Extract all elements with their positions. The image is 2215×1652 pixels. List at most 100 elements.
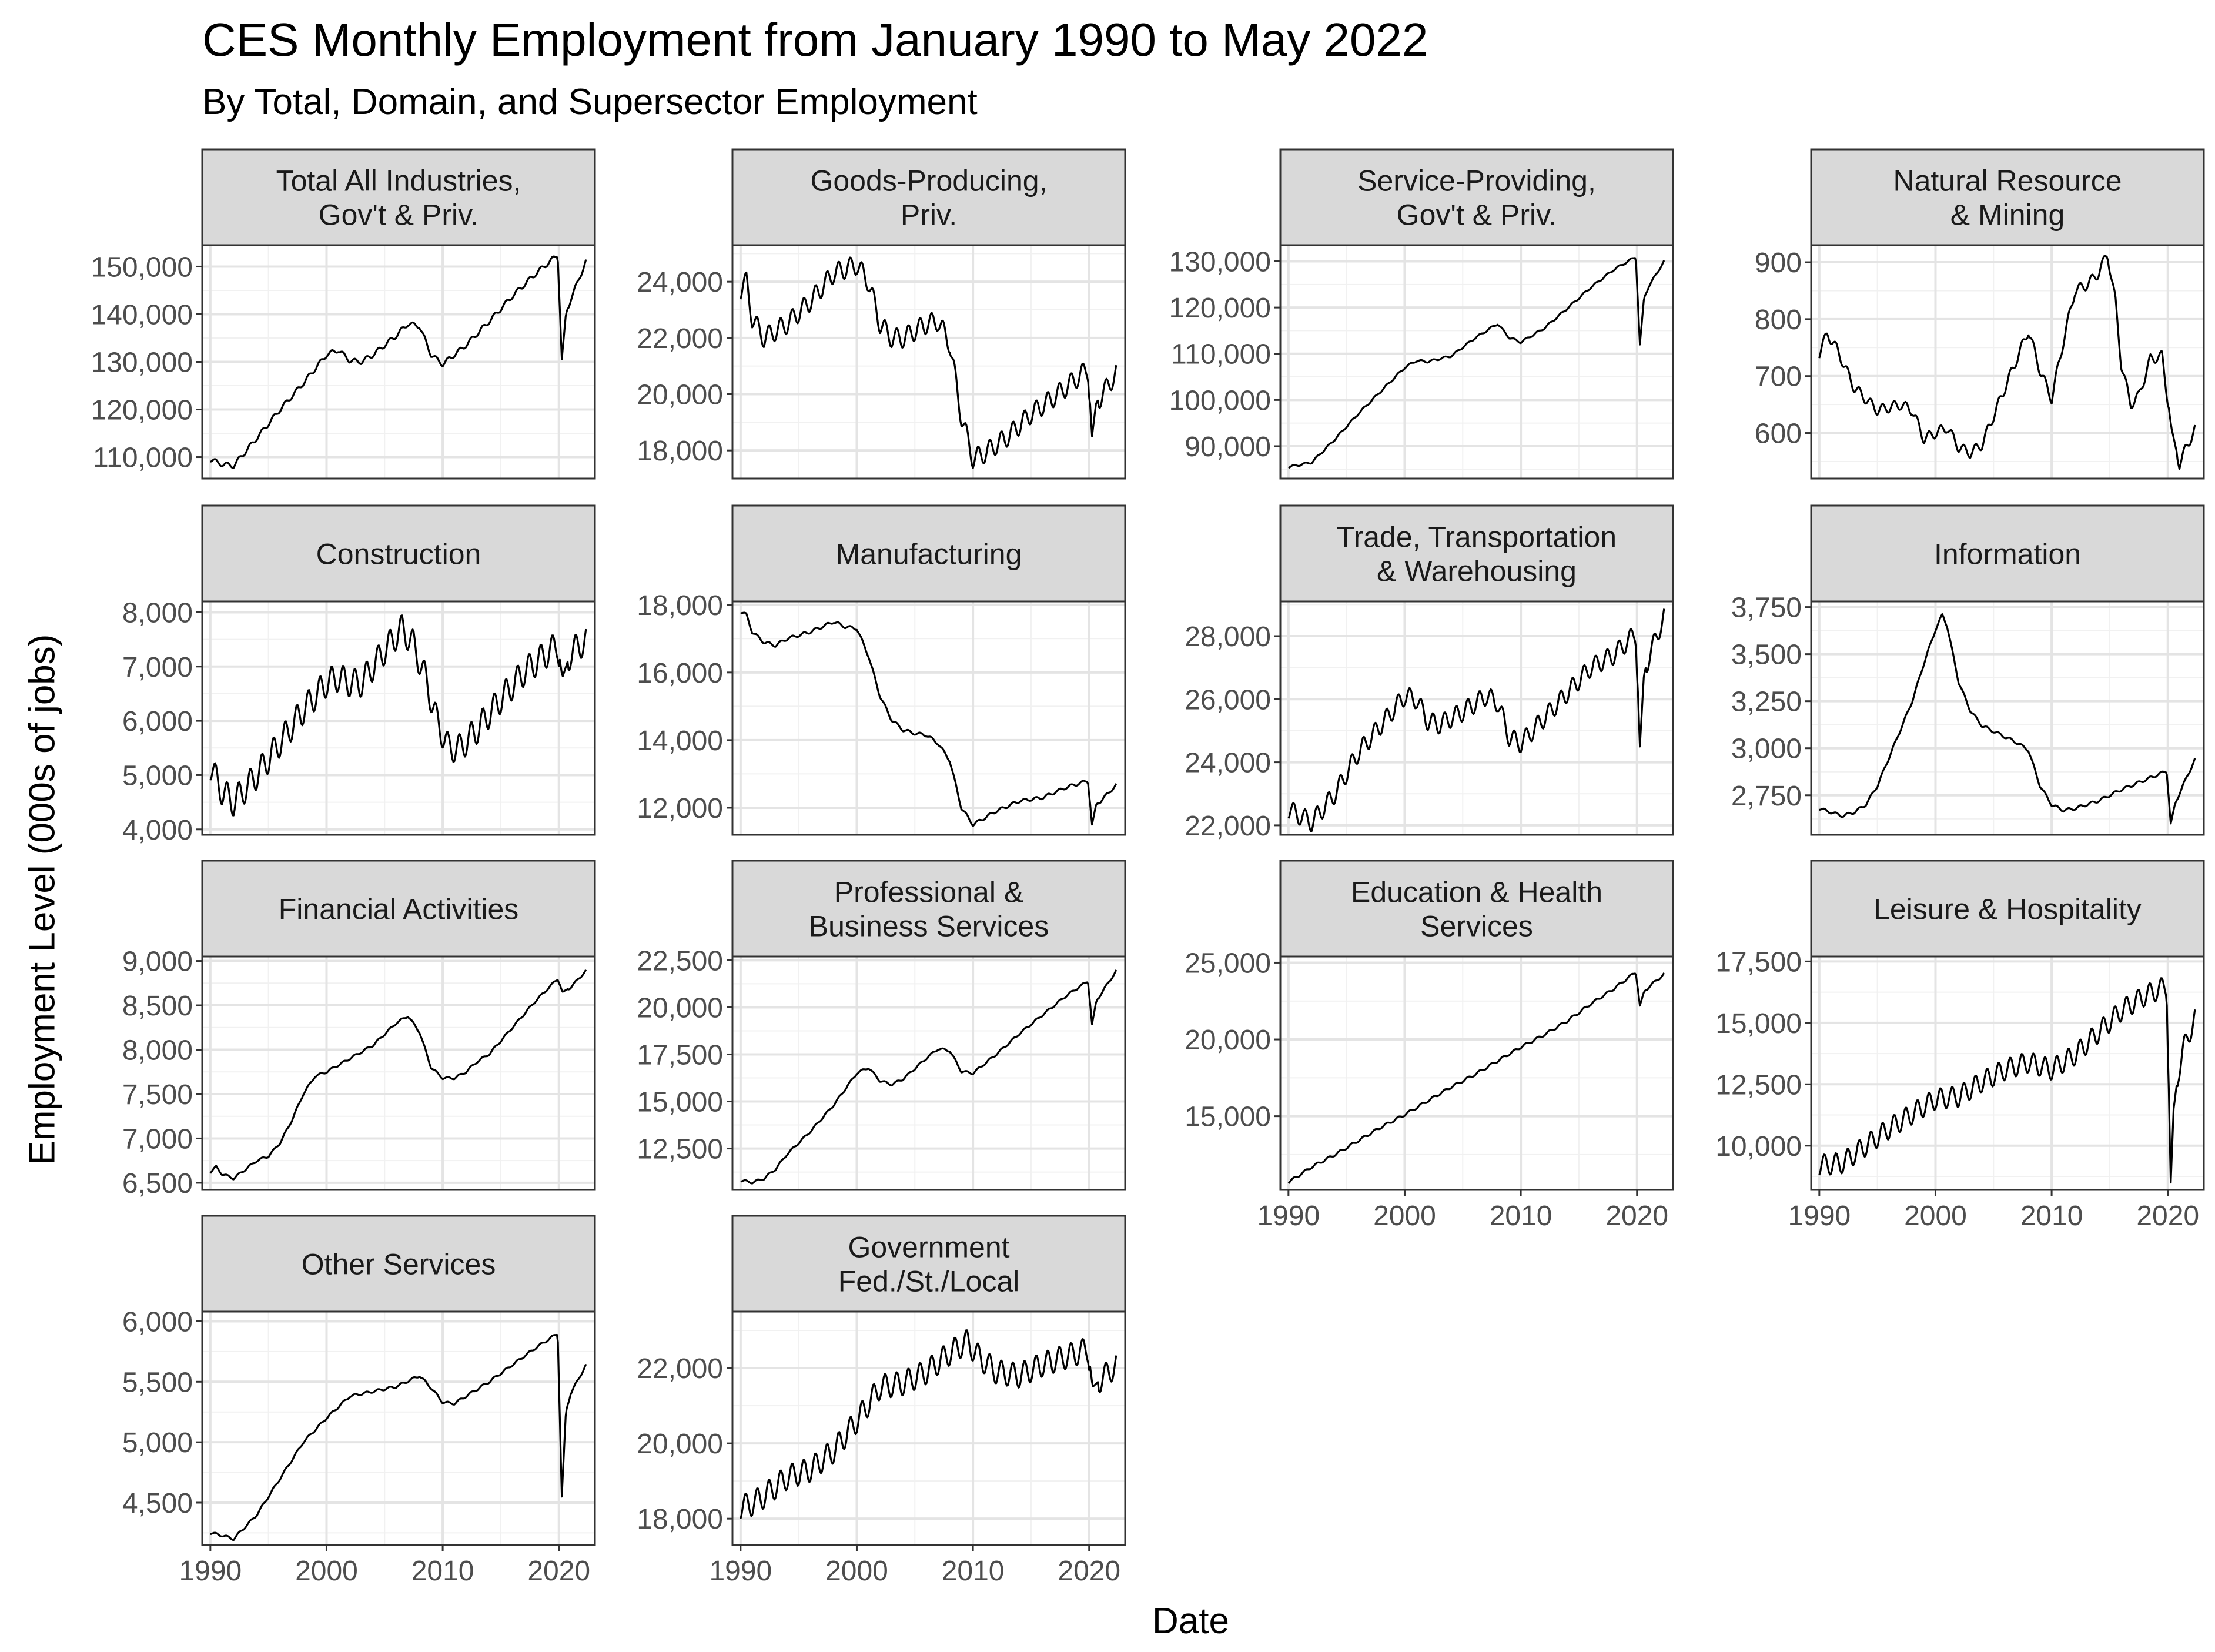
y-tick-label: 20,000 — [637, 380, 723, 411]
series-line — [210, 255, 587, 469]
series-line — [740, 611, 1117, 827]
x-tick-label: 2010 — [411, 1556, 474, 1587]
panel-border — [731, 244, 1126, 480]
y-tick-label: 5,500 — [122, 1367, 193, 1398]
y-tick-label: 18,000 — [637, 436, 723, 467]
x-tick-label: 2020 — [2136, 1200, 2199, 1232]
x-tick-label: 2020 — [527, 1556, 590, 1587]
panel-strip — [201, 1215, 596, 1313]
y-tick-label: 15,000 — [637, 1087, 723, 1118]
x-tick-label: 2000 — [825, 1556, 888, 1587]
panel-3: Service-Providing,Gov't & Priv. 90,000 100… — [1169, 148, 1674, 480]
x-tick-label: 1990 — [1788, 1200, 1851, 1232]
y-tick-label: 20,000 — [637, 1429, 723, 1460]
panel-strip — [1279, 860, 1674, 958]
series-line — [210, 1333, 587, 1541]
y-tick-label: 8,000 — [122, 597, 193, 628]
y-tick-label: 3,500 — [1731, 640, 1802, 671]
series-line — [1287, 608, 1665, 832]
y-tick-label: 20,000 — [637, 992, 723, 1024]
x-tick-label: 2000 — [1373, 1200, 1436, 1232]
y-tick-label: 22,000 — [1185, 811, 1271, 842]
y-tick-label: 28,000 — [1185, 621, 1271, 653]
y-tick-label: 25,000 — [1185, 948, 1271, 979]
series-line — [209, 614, 587, 817]
panel-strip-label: Goods-Producing, — [810, 165, 1047, 198]
panel-strip — [731, 148, 1126, 246]
y-tick-label: 18,000 — [637, 590, 723, 621]
panel-background — [1280, 601, 1673, 835]
panel-border — [1279, 955, 1674, 1191]
y-tick-label: 15,000 — [1185, 1102, 1271, 1133]
panel-background — [732, 601, 1125, 835]
y-tick-label: 150,000 — [91, 252, 193, 283]
panel-9: Financial Activities 6,500 7,000 7,500 8,000… — [122, 860, 596, 1199]
panel-strip-label: Natural Resource — [1893, 165, 2122, 198]
y-tick-label: 800 — [1755, 305, 1802, 336]
y-tick-label: 3,000 — [1731, 734, 1802, 765]
x-tick-label: 2010 — [1490, 1200, 1552, 1232]
series-line — [740, 1329, 1117, 1519]
series-line — [1819, 613, 2196, 825]
panel-strip-label: Financial Activities — [279, 893, 519, 926]
panel-background — [1811, 245, 2204, 479]
y-tick-label: 140,000 — [91, 299, 193, 330]
series-line — [740, 256, 1117, 469]
panel-strip-label: Leisure & Hospitality — [1873, 893, 2142, 926]
panel-13: Other Services 4,500 5,000 5,500 6,000 1990 20… — [122, 1215, 596, 1587]
chart-subtitle: By Total, Domain, and Supersector Employ… — [202, 82, 978, 122]
y-tick-label: 12,000 — [637, 793, 723, 824]
panel-strip-label: Education & Health — [1351, 876, 1602, 909]
y-tick-label: 110,000 — [93, 443, 193, 474]
panel-strip — [201, 504, 596, 603]
panel-strip — [1810, 148, 2205, 246]
y-tick-label: 130,000 — [91, 347, 193, 379]
x-tick-label: 2010 — [2020, 1200, 2083, 1232]
panel-strip-label: Information — [1934, 538, 2081, 571]
panel-background — [732, 1312, 1125, 1545]
y-tick-label: 3,250 — [1731, 687, 1802, 718]
y-tick-label: 9,000 — [122, 947, 193, 978]
y-tick-label: 6,000 — [122, 706, 193, 737]
y-tick-label: 5,000 — [122, 1427, 193, 1459]
y-tick-label: 600 — [1755, 419, 1802, 450]
series-line — [1818, 255, 2196, 470]
y-tick-label: 4,000 — [122, 815, 193, 846]
panel-background — [732, 245, 1125, 479]
panel-border — [1810, 244, 2205, 480]
y-tick-label: 18,000 — [637, 1504, 723, 1535]
y-tick-label: 24,000 — [1185, 748, 1271, 779]
y-tick-label: 14,000 — [637, 725, 723, 757]
panel-strip-label: Other Services — [302, 1248, 496, 1281]
y-tick-label: 24,000 — [637, 267, 723, 298]
panel-background — [732, 957, 1125, 1190]
y-tick-label: 20,000 — [1185, 1025, 1271, 1056]
y-tick-label: 6,500 — [122, 1168, 193, 1199]
panel-border — [731, 955, 1126, 1191]
panel-strip-label: Manufacturing — [836, 538, 1022, 571]
panel-background — [1280, 245, 1673, 479]
y-tick-label: 8,000 — [122, 1035, 193, 1066]
x-tick-label: 2000 — [1904, 1200, 1967, 1232]
x-axis-label: Date — [1152, 1601, 1229, 1641]
panel-7: Trade, Transportation& Warehousing 22,000… — [1185, 504, 1674, 842]
y-tick-label: 5,000 — [122, 760, 193, 791]
panel-background — [202, 1312, 595, 1545]
x-tick-label: 2010 — [942, 1556, 1005, 1587]
panel-strip-label: Service-Providing, — [1357, 165, 1596, 198]
panel-strip-label: & Mining — [1950, 199, 2065, 232]
series-line — [209, 969, 587, 1181]
y-tick-label: 7,000 — [122, 652, 193, 683]
x-tick-label: 2000 — [295, 1556, 358, 1587]
y-tick-label: 15,000 — [1715, 1008, 1802, 1039]
y-tick-label: 16,000 — [637, 658, 723, 689]
y-tick-label: 6,000 — [122, 1306, 193, 1337]
chart-title: CES Monthly Employment from January 1990… — [202, 14, 1428, 66]
panel-strip — [1810, 860, 2205, 958]
panel-strip — [201, 148, 596, 246]
panel-strip — [201, 860, 596, 958]
panel-border — [201, 955, 596, 1191]
